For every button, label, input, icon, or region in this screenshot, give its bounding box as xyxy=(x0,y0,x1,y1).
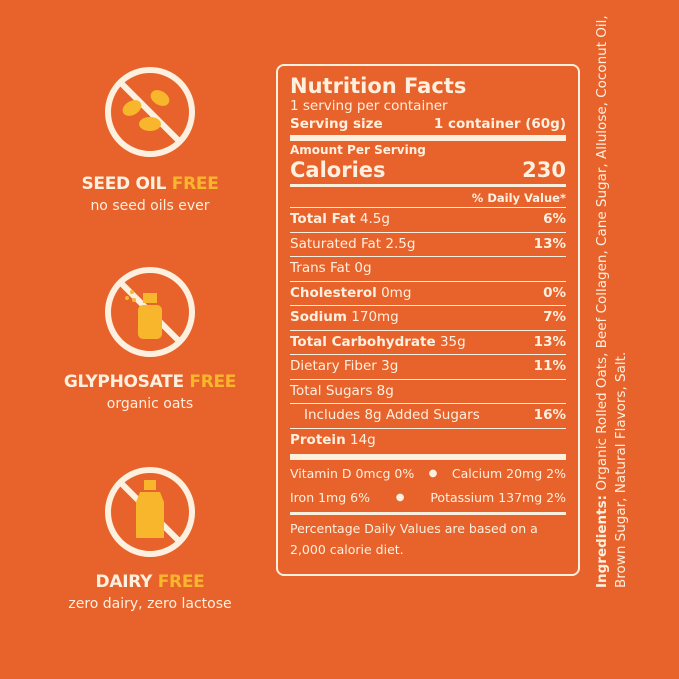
nutrient-row: Total Fat 4.5g 6% xyxy=(290,207,566,232)
nutrient-label: Trans Fat xyxy=(290,260,351,276)
vitamins: Vitamin D 0mcg 0% ● Calcium 20mg 2% Iron 1m… xyxy=(290,462,566,510)
nutrient-label: Cholesterol xyxy=(290,284,377,301)
icon-bottle xyxy=(136,480,164,538)
title-accent: FREE xyxy=(189,372,237,392)
ingredients-label: Ingredients: xyxy=(594,494,610,588)
vitamin: Vitamin D 0mcg 0% xyxy=(290,466,415,481)
divider xyxy=(290,454,566,460)
nutrient-row: Sodium 170mg 7% xyxy=(290,305,566,330)
nutrient-label: Protein xyxy=(290,431,346,448)
nutrient-name: Total Carbohydrate 35g xyxy=(290,331,466,355)
nutrient-label: Sodium xyxy=(290,309,347,325)
ingredients: Ingredients: Organic Rolled Oats, Beef C… xyxy=(593,8,631,588)
serving-size-value: 1 container (60g) xyxy=(433,116,566,132)
feature: SEED OIL FREE no seed oils ever xyxy=(20,174,280,214)
vitamin-row: Iron 1mg 6% ● Potassium 137mg 2% xyxy=(290,486,566,510)
nutrient-row: Protein 14g xyxy=(290,427,566,453)
nutrient-amount: 14g xyxy=(349,431,376,448)
nutrient-dv: 7% xyxy=(543,309,566,325)
nutrient-dv: 13% xyxy=(533,235,566,252)
title-accent: FREE xyxy=(157,572,205,592)
icon-seed-oil xyxy=(105,67,195,157)
nutrient-name: Sodium 170mg xyxy=(290,306,399,330)
calories-value: 230 xyxy=(522,158,566,182)
nutrient-name: Protein 14g xyxy=(290,429,376,453)
title-main: DAIRY xyxy=(95,572,153,592)
calories: Calories 230 xyxy=(290,158,566,182)
divider xyxy=(290,184,566,187)
title-main: SEED OIL xyxy=(81,174,167,194)
divider xyxy=(290,512,566,515)
nutrient-name: Total Fat 4.5g xyxy=(290,208,390,232)
nutrient-amount: 4.5g xyxy=(359,211,390,227)
feature-title: SEED OIL FREE xyxy=(20,174,280,194)
nutrient-label: Includes 8g Added Sugars xyxy=(304,407,480,423)
nutrient-dv: 0% xyxy=(543,284,566,301)
nutrient-dv: 13% xyxy=(533,333,566,350)
feature-subtitle: zero dairy, zero lactose xyxy=(68,596,232,612)
nutrient-dv: 11% xyxy=(533,358,566,374)
nutrient-amount: 35g xyxy=(439,333,466,350)
calories-label: Calories xyxy=(290,158,386,182)
icon-spray xyxy=(125,290,162,339)
nutrient-label: Total Fat xyxy=(290,211,356,227)
footnote: Percentage Daily Values are based on a 2… xyxy=(290,521,538,557)
nutrient-amount: 170mg xyxy=(351,309,399,325)
nutrient-name: Includes 8g Added Sugars xyxy=(304,404,480,428)
feature-subtitle: organic oats xyxy=(106,396,194,412)
feature-subtitle: no seed oils ever xyxy=(90,198,210,214)
nutrient-amount: 0mg xyxy=(381,284,412,301)
serving-size-label: Serving size xyxy=(290,116,383,132)
nutrition-panel: Nutrition Facts 1 serving per container … xyxy=(276,64,580,576)
dv-header: % Daily Value* xyxy=(471,191,566,205)
servings: 1 serving per container xyxy=(290,98,448,114)
nutrient-dv: 6% xyxy=(543,211,566,227)
feature-title: DAIRY FREE xyxy=(20,572,280,592)
nutrient-rows: Total Fat 4.5g 6% Saturated Fat 2.5g 13% Tra… xyxy=(290,207,566,452)
title-accent: FREE xyxy=(171,174,219,194)
vitamin: Iron 1mg 6% xyxy=(290,490,370,505)
feature: GLYPHOSATE FREE organic oats xyxy=(20,372,280,412)
nutrient-row: Total Carbohydrate 35g 13% xyxy=(290,329,566,355)
nutrient-row: Total Sugars 8g xyxy=(290,378,566,404)
icon-seeds xyxy=(122,90,170,131)
title-main: GLYPHOSATE xyxy=(63,372,184,392)
vitamin-row: Vitamin D 0mcg 0% ● Calcium 20mg 2% xyxy=(290,462,566,486)
serving-size: Serving size 1 container (60g) xyxy=(290,115,566,133)
nutrient-row: Includes 8g Added Sugars 16% xyxy=(290,403,566,428)
nutrient-name: Dietary Fiber 3g xyxy=(290,355,398,379)
vitamin: Calcium 20mg 2% xyxy=(451,466,566,481)
nutrient-row: Cholesterol 0mg 0% xyxy=(290,280,566,306)
amount-per-serving: Amount Per Serving xyxy=(290,143,426,157)
nutrient-amount: 0g xyxy=(354,260,372,276)
nutrient-amount: 2.5g xyxy=(385,235,416,252)
nutrient-label: Saturated Fat xyxy=(290,235,382,252)
nutrient-amount: 3g xyxy=(381,358,399,374)
separator-dot: ● xyxy=(395,492,405,503)
nutrient-name: Cholesterol 0mg xyxy=(290,282,411,306)
nutrient-dv: 16% xyxy=(533,407,566,423)
nutrient-label: Total Carbohydrate xyxy=(290,333,436,350)
divider xyxy=(290,135,566,141)
nutrient-name: Total Sugars 8g xyxy=(290,380,394,404)
nutrient-amount: 8g xyxy=(376,382,394,399)
nutrient-row: Dietary Fiber 3g 11% xyxy=(290,354,566,379)
nutrient-row: Trans Fat 0g xyxy=(290,256,566,281)
nutrient-row: Saturated Fat 2.5g 13% xyxy=(290,231,566,257)
feature-title: GLYPHOSATE FREE xyxy=(20,372,280,392)
feature: DAIRY FREE zero dairy, zero lactose xyxy=(20,572,280,612)
vitamin: Potassium 137mg 2% xyxy=(430,490,566,505)
nutrient-name: Trans Fat 0g xyxy=(290,257,372,281)
separator-dot: ● xyxy=(428,468,438,479)
nutrient-name: Saturated Fat 2.5g xyxy=(290,233,415,257)
nutrient-label: Dietary Fiber xyxy=(290,358,377,374)
nutrient-label: Total Sugars xyxy=(290,382,373,399)
nutrition-title: Nutrition Facts xyxy=(290,74,467,98)
